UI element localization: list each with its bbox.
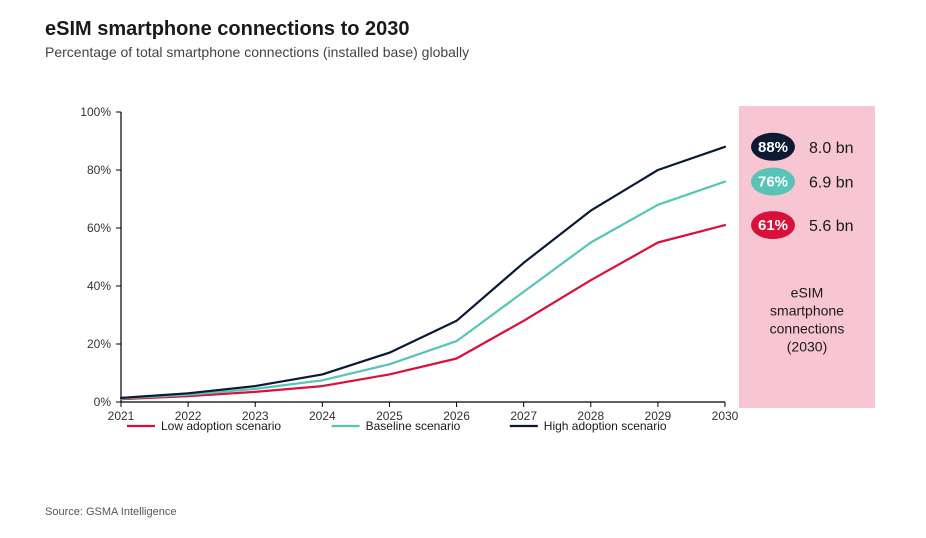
y-tick-label: 40% [87, 279, 111, 293]
legend-label: Low adoption scenario [161, 419, 281, 433]
y-tick-label: 80% [87, 163, 111, 177]
x-tick-label: 2021 [108, 409, 135, 423]
y-tick-label: 0% [94, 395, 112, 409]
end-bn-label: 6.9 bn [809, 175, 853, 192]
series-line [121, 225, 725, 399]
chart-page: eSIM smartphone connections to 2030 Perc… [0, 0, 926, 538]
axes [121, 112, 725, 402]
sidebar-label-line: connections [770, 321, 845, 337]
y-tick-label: 100% [80, 105, 111, 119]
end-bn-label: 8.0 bn [809, 140, 853, 157]
end-pill-label: 61% [758, 217, 788, 234]
legend-label: Baseline scenario [366, 419, 461, 433]
y-tick-label: 20% [87, 337, 111, 351]
y-tick-label: 60% [87, 221, 111, 235]
line-chart: 0%20%40%60%80%100%2021202220232024202520… [45, 82, 881, 462]
sidebar-label-line: (2030) [787, 339, 827, 355]
sidebar-label-line: eSIM [791, 285, 824, 301]
sidebar-label-line: smartphone [770, 303, 844, 319]
x-tick-label: 2027 [510, 409, 537, 423]
series-line [121, 147, 725, 398]
chart-title: eSIM smartphone connections to 2030 [45, 18, 410, 41]
end-pill-label: 76% [758, 174, 788, 191]
end-bn-label: 5.6 bn [809, 218, 853, 235]
legend-label: High adoption scenario [544, 419, 667, 433]
chart-subtitle: Percentage of total smartphone connectio… [45, 44, 469, 60]
source-label: Source: GSMA Intelligence [45, 506, 176, 518]
end-pill-label: 88% [758, 139, 788, 156]
x-tick-label: 2030 [712, 409, 739, 423]
x-tick-label: 2024 [309, 409, 336, 423]
